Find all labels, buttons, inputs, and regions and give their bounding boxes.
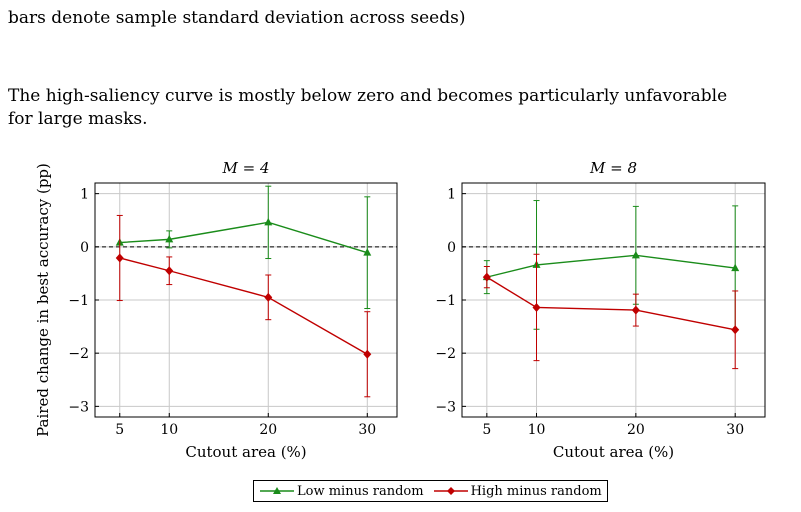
- series-low-minus-random: [482, 200, 740, 331]
- x-tick-label: 5: [115, 422, 124, 438]
- x-tick-label: 5: [482, 422, 491, 438]
- series-line: [486, 254, 736, 278]
- x-tick-label: 10: [528, 422, 546, 438]
- legend-item-high: High minus random: [433, 483, 602, 499]
- legend-low-symbol: [260, 487, 294, 494]
- legend-label-low: Low minus random: [297, 483, 424, 499]
- data-point-triangle: [363, 248, 372, 256]
- caption-tail: bars denote sample standard deviation ac…: [8, 8, 466, 28]
- data-point-triangle: [165, 234, 174, 243]
- y-tick-label: 1: [447, 187, 456, 203]
- panel-title: M = 8: [589, 159, 637, 177]
- series-line: [486, 276, 736, 331]
- y-tick-label: −3: [435, 399, 456, 415]
- data-point-diamond: [165, 266, 174, 276]
- data-point-triangle: [631, 250, 640, 259]
- paragraph-line-1: The high-saliency curve is mostly below …: [8, 86, 728, 106]
- legend-item-low: Low minus random: [260, 484, 424, 499]
- series-line: [119, 257, 368, 355]
- x-tick-label: 30: [358, 422, 376, 438]
- panel-title: M = 4: [221, 159, 269, 177]
- data-point-diamond: [482, 272, 491, 282]
- data-point-diamond: [363, 349, 372, 359]
- y-tick-label: −1: [68, 293, 89, 309]
- paragraph-line-2: for large masks.: [8, 109, 148, 129]
- y-tick-label: −3: [68, 399, 89, 415]
- x-axis-label: Cutout area (%): [185, 443, 306, 461]
- series-high-minus-random: [482, 253, 740, 370]
- data-point-diamond: [115, 253, 124, 263]
- data-point-diamond: [264, 292, 273, 302]
- x-axis-label: Cutout area (%): [553, 443, 674, 461]
- x-tick-label: 30: [726, 422, 744, 438]
- x-tick-label: 20: [259, 422, 277, 438]
- y-axis-label: Paired change in best accuracy (pp): [34, 163, 52, 437]
- data-point-diamond: [731, 325, 740, 335]
- series-line: [119, 221, 368, 254]
- y-tick-label: −1: [435, 293, 456, 309]
- x-tick-label: 10: [160, 422, 178, 438]
- y-tick-label: 0: [80, 240, 89, 256]
- y-tick-label: 1: [80, 187, 89, 203]
- data-point-diamond: [631, 305, 640, 315]
- y-tick-label: −2: [435, 346, 456, 362]
- chart-legend: Low minus random High minus random: [253, 480, 608, 502]
- x-tick-label: 20: [627, 422, 645, 438]
- y-tick-label: 0: [447, 240, 456, 256]
- legend-high-symbol: [433, 487, 468, 495]
- data-point-diamond: [532, 302, 541, 312]
- series-high-minus-random: [115, 214, 372, 398]
- legend-label-high: High minus random: [470, 483, 602, 499]
- data-point-triangle: [264, 217, 273, 226]
- data-point-triangle: [731, 263, 740, 272]
- y-tick-label: −2: [68, 346, 89, 362]
